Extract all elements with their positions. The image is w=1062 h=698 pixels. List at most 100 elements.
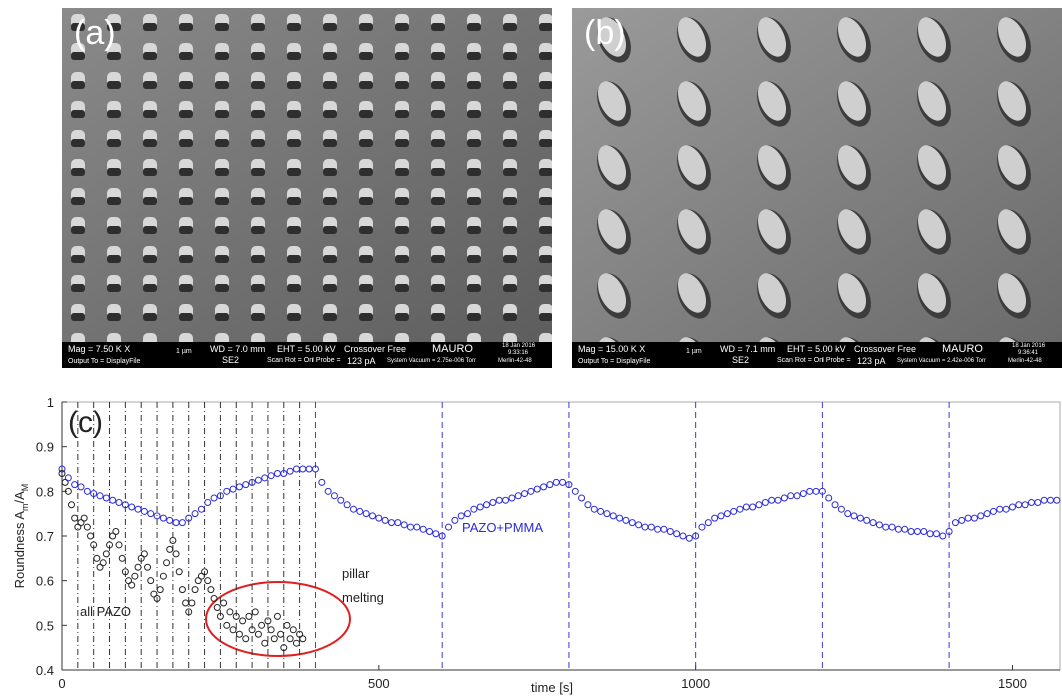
data-point <box>242 635 250 643</box>
data-point <box>58 469 66 477</box>
data-point <box>571 487 579 495</box>
data-point <box>261 639 269 647</box>
data-point <box>470 505 478 513</box>
panel-label: (b) <box>584 14 626 52</box>
data-point <box>755 501 763 509</box>
data-point <box>245 612 253 620</box>
data-point <box>235 483 243 491</box>
info-bar: Mag = 15.00 K X Output To = DisplayFile … <box>572 342 1062 368</box>
data-point <box>660 525 668 533</box>
data-point <box>283 621 291 629</box>
data-point <box>289 626 297 634</box>
data-point <box>239 617 247 625</box>
info-text: System Vacuum = 2.75e-006 Torr <box>387 358 476 364</box>
data-point <box>64 487 72 495</box>
plot-area <box>61 401 1061 671</box>
data-point <box>457 512 465 520</box>
y-axis-label: Roundness Am/AM <box>12 484 30 589</box>
data-point <box>264 617 272 625</box>
info-text: EHT = 5.00 kV <box>787 344 846 354</box>
data-point <box>628 519 636 527</box>
data-point <box>191 586 199 594</box>
info-text: WD = 7.0 mm <box>210 344 266 354</box>
data-point <box>299 635 307 643</box>
data-point <box>140 550 148 558</box>
highlight-ellipse <box>205 581 351 657</box>
panel-label: (c) <box>68 406 103 439</box>
data-point <box>521 490 529 498</box>
data-point <box>717 512 725 520</box>
data-point <box>166 545 174 553</box>
data-point <box>502 496 510 504</box>
data-point <box>223 487 231 495</box>
data-point <box>616 514 624 522</box>
data-point <box>844 510 852 518</box>
x-tick-label: 1500 <box>998 676 1027 691</box>
data-point <box>546 481 554 489</box>
data-point <box>112 528 120 536</box>
data-point <box>147 510 155 518</box>
data-point <box>698 523 706 531</box>
info-text: Crossover Free <box>344 344 407 354</box>
info-text: I Probe = <box>822 357 851 364</box>
data-point <box>261 474 269 482</box>
info-text: I Probe = <box>312 357 341 364</box>
data-point <box>207 586 215 594</box>
info-text: 1 µm <box>176 348 192 355</box>
data-point <box>134 563 142 571</box>
data-point <box>61 478 69 486</box>
info-text: 18 Jan 2016 <box>502 343 536 349</box>
data-point <box>400 521 408 529</box>
x-tick-label: 1000 <box>681 676 710 691</box>
data-point <box>445 523 453 531</box>
data-point <box>216 492 224 500</box>
data-point <box>476 503 484 511</box>
data-point <box>210 595 218 603</box>
data-point <box>185 514 193 522</box>
data-point <box>856 514 864 522</box>
info-text: Output To = DisplayFile <box>578 358 651 365</box>
data-point <box>277 630 285 638</box>
data-point <box>153 512 161 520</box>
data-point <box>565 481 573 489</box>
data-point <box>178 519 186 527</box>
info-text: SE2 <box>222 355 240 365</box>
data-point <box>191 510 199 518</box>
data-point <box>375 514 383 522</box>
data-point <box>166 516 174 524</box>
data-point <box>666 528 674 536</box>
annotation: all PAZO <box>80 604 131 619</box>
data-point <box>204 499 212 506</box>
data-point <box>920 528 928 536</box>
data-point <box>464 510 472 518</box>
data-point <box>96 492 104 500</box>
data-point <box>71 481 79 489</box>
data-point <box>831 501 839 509</box>
info-text: Merlin-42-48 <box>498 358 532 364</box>
data-point <box>603 510 611 518</box>
data-point <box>736 505 744 513</box>
data-point <box>951 519 959 527</box>
info-text: MAURO <box>942 343 983 355</box>
data-point <box>349 505 357 513</box>
data-point <box>584 501 592 509</box>
data-point <box>483 501 491 509</box>
data-point <box>780 494 788 502</box>
y-tick-label: 0.6 <box>36 574 54 589</box>
data-point <box>863 516 871 524</box>
sem-image <box>62 8 552 342</box>
info-text: Crossover Free <box>854 344 917 354</box>
data-point <box>1002 505 1010 513</box>
chart: (c) time [s] Roundness Am/AM all PAZO pi… <box>12 395 1061 695</box>
data-point <box>188 599 196 607</box>
data-point <box>875 521 883 529</box>
data-point <box>226 608 234 616</box>
data-point <box>115 499 123 506</box>
data-point <box>229 626 237 634</box>
data-point <box>311 465 319 473</box>
info-text: System Vacuum = 2.42e-006 Torr <box>897 358 986 364</box>
data-point <box>1008 503 1016 511</box>
data-point <box>609 512 617 520</box>
data-point <box>248 478 256 486</box>
